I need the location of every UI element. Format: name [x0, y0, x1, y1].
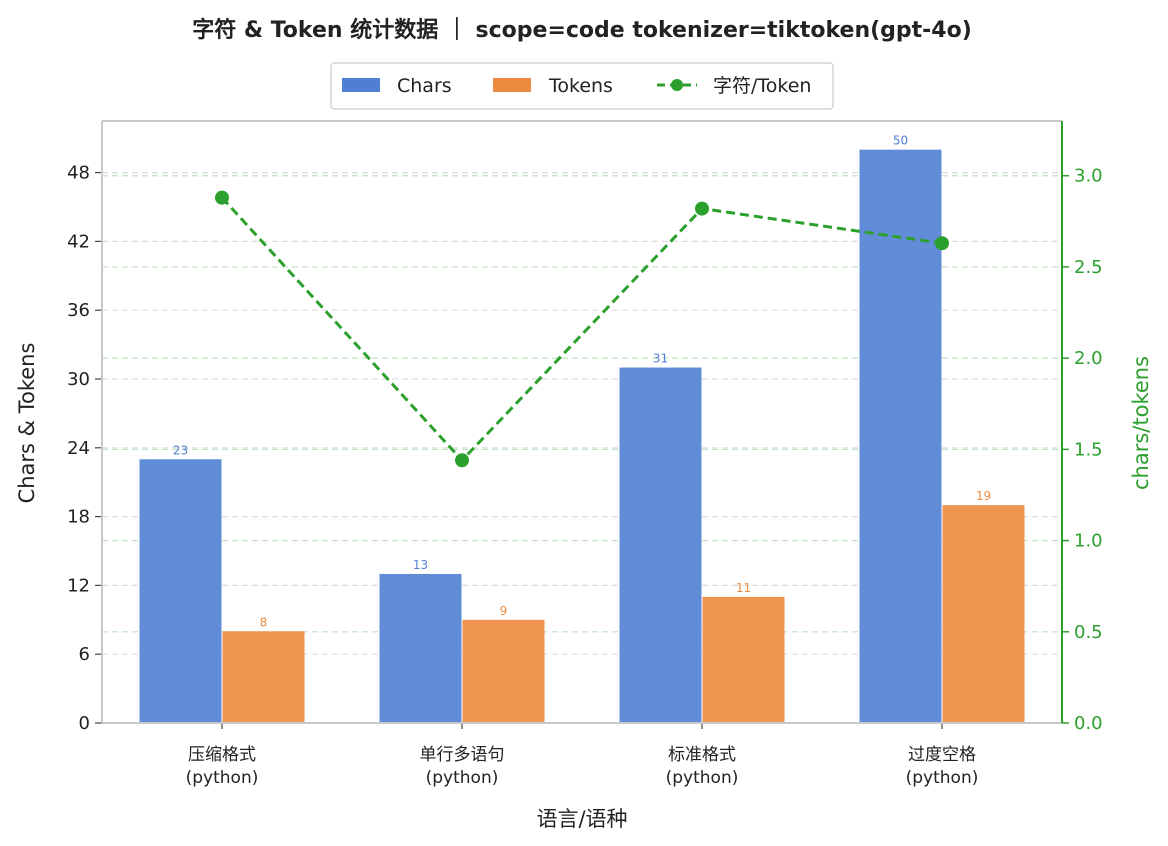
y-tick-label: 36	[67, 300, 90, 321]
x-tick-label-sub: (python)	[666, 768, 739, 788]
bar-tokens	[462, 619, 545, 723]
y2-tick-label: 0.0	[1074, 713, 1103, 734]
bar-tokens	[222, 631, 305, 723]
legend-frame	[330, 62, 834, 110]
ratio-series	[215, 190, 949, 468]
ratio-point	[455, 453, 469, 468]
data-label-chars: 23	[173, 443, 188, 457]
y-tick-label: 42	[67, 231, 90, 252]
bar-chars	[139, 459, 222, 723]
tick-labels: 0 6 12 18 24 30 36 42 48 0.0 0.5 1.0 1.5 2.0 2.5 3.0 压缩格…	[67, 163, 1103, 788]
x-tick-label: 过度空格	[908, 745, 976, 765]
y2-tick-label: 3.0	[1074, 166, 1103, 187]
x-tick-label: 压缩格式	[188, 745, 256, 765]
legend-swatch-ratio-marker	[671, 79, 683, 91]
x-tick-label: 单行多语句	[420, 745, 505, 765]
y-tick-label: 48	[67, 163, 90, 184]
y2-tick-label: 0.5	[1074, 622, 1103, 643]
y-tick-label: 18	[67, 507, 90, 528]
bar-chars	[859, 149, 942, 723]
y-tick-label: 24	[67, 438, 90, 459]
ratio-point	[695, 201, 709, 216]
data-label-tokens: 8	[260, 615, 268, 629]
legend-swatch-chars	[342, 78, 380, 92]
data-label-chars: 50	[893, 134, 908, 148]
legend-swatch-tokens	[493, 78, 531, 92]
data-label-tokens: 9	[500, 604, 508, 618]
bar-tokens	[942, 505, 1025, 723]
data-label-chars: 13	[413, 558, 428, 572]
y-tick-label: 12	[67, 575, 90, 596]
ratio-point	[215, 190, 229, 205]
y-tick-label: 0	[79, 713, 90, 734]
bars: 23 8 13 9 31 11 50 19	[139, 134, 1025, 723]
x-tick-label-sub: (python)	[906, 768, 979, 788]
x-tick-label-sub: (python)	[426, 768, 499, 788]
data-label-tokens: 19	[976, 489, 991, 503]
legend-label-ratio: 字符/Token	[713, 75, 811, 97]
bar-tokens	[702, 596, 785, 723]
ratio-line	[220, 196, 943, 463]
data-label-tokens: 11	[736, 581, 751, 595]
legend-label-tokens: Tokens	[548, 75, 613, 97]
bar-chars	[619, 367, 702, 723]
y2-tick-label: 1.0	[1074, 531, 1103, 552]
axes	[95, 120, 1069, 729]
legend: Chars Tokens 字符/Token	[330, 62, 834, 110]
x-tick-label-sub: (python)	[186, 768, 259, 788]
chart-title: 字符 & Token 统计数据 ｜ scope=code tokenizer=t…	[192, 17, 972, 43]
x-tick-label: 标准格式	[668, 745, 736, 765]
y2-axis-label: chars/tokens	[1129, 356, 1153, 490]
y-tick-label: 6	[79, 644, 90, 665]
legend-label-chars: Chars	[397, 75, 452, 97]
bar-chars	[379, 573, 462, 723]
y2-tick-label: 2.5	[1074, 257, 1103, 278]
y2-tick-label: 1.5	[1074, 439, 1103, 460]
y2-tick-label: 2.0	[1074, 348, 1103, 369]
y-axis-label: Chars & Tokens	[15, 343, 39, 504]
ratio-point	[935, 236, 949, 251]
y-tick-label: 30	[67, 369, 90, 390]
x-axis-label: 语言/语种	[536, 807, 627, 831]
data-label-chars: 31	[653, 352, 668, 366]
